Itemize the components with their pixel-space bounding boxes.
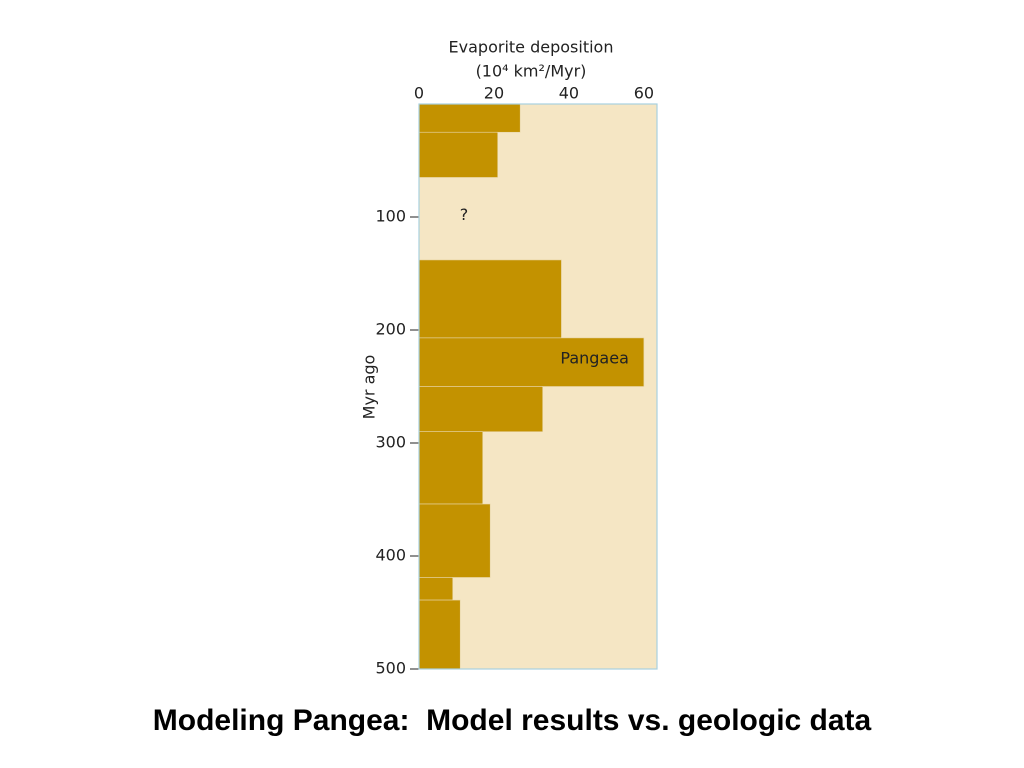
y-tick-label: 500 xyxy=(375,659,406,678)
x-tick-label: 40 xyxy=(559,84,579,103)
plot-frame xyxy=(418,103,658,670)
y-tick-label: 300 xyxy=(375,433,406,452)
bar xyxy=(418,259,562,339)
bar xyxy=(418,386,543,433)
bar xyxy=(418,131,499,178)
x-tick-label: 0 xyxy=(414,84,424,103)
y-tick-label: 400 xyxy=(375,546,406,565)
x-axis-label: (10⁴ km²/Myr) xyxy=(476,62,587,81)
bar xyxy=(418,503,491,578)
bar xyxy=(418,431,484,505)
y-axis-label: Myr ago xyxy=(360,355,379,420)
chart-title: Modeling Pangea: Model results vs. geolo… xyxy=(153,704,872,737)
bar xyxy=(418,599,461,670)
annotation: ? xyxy=(460,205,469,224)
x-tick-label: 20 xyxy=(484,84,504,103)
bar xyxy=(418,577,454,601)
bar xyxy=(418,103,521,133)
y-tick-label: 200 xyxy=(375,320,406,339)
y-tick-label: 100 xyxy=(375,207,406,226)
x-axis-label: Evaporite deposition xyxy=(449,38,614,57)
annotation: Pangaea xyxy=(560,349,628,368)
x-tick-label: 60 xyxy=(634,84,654,103)
